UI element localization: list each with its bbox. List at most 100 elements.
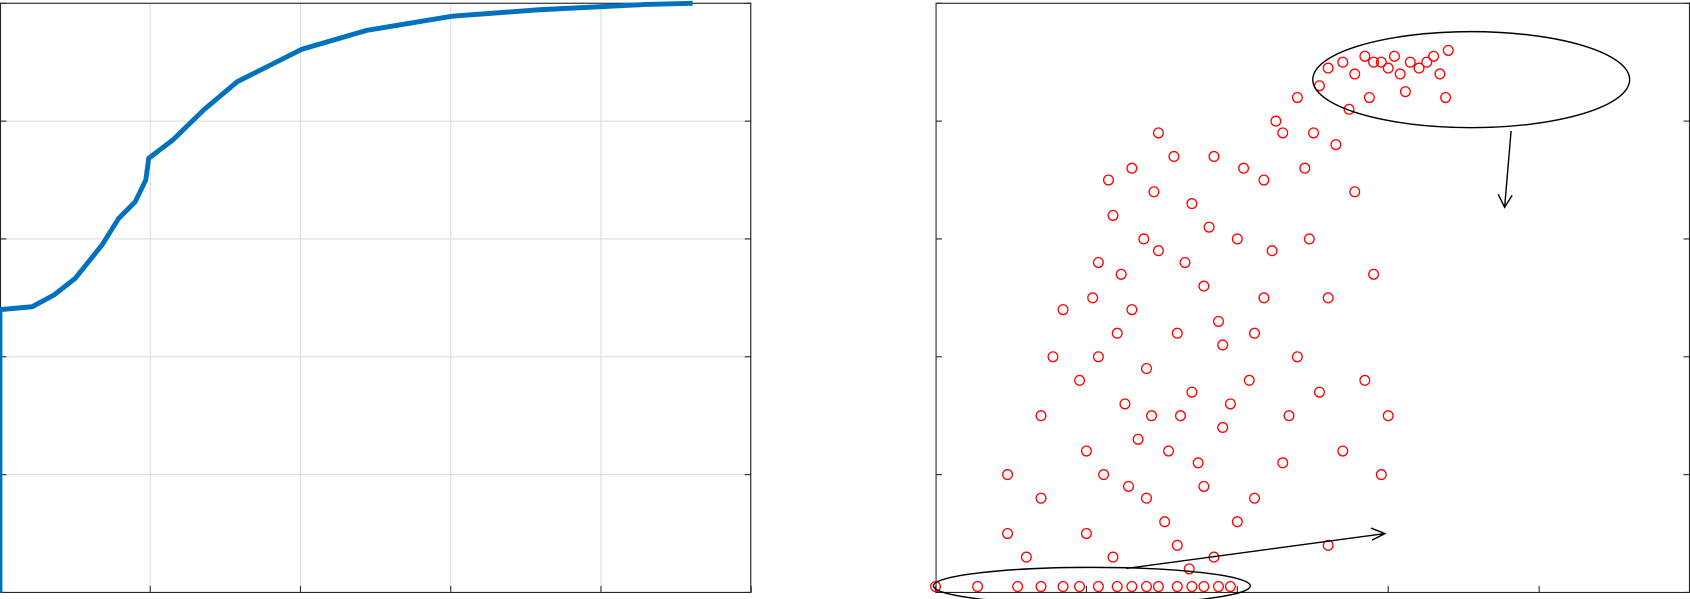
scatter-point xyxy=(1020,551,1032,563)
scatter-point xyxy=(1107,551,1119,563)
scatter-point xyxy=(1212,315,1224,327)
scatter-point xyxy=(1074,374,1086,386)
scatter-point xyxy=(1322,539,1334,551)
scatter-point xyxy=(1283,410,1295,422)
scatter-point xyxy=(1349,68,1361,80)
scatter-point xyxy=(1428,50,1440,62)
scatter-point xyxy=(1126,304,1138,316)
scatter-point xyxy=(1146,410,1158,422)
scatter-point xyxy=(1126,162,1138,174)
scatter-point xyxy=(1098,469,1110,481)
scatter-point xyxy=(1303,233,1315,245)
scatter-point xyxy=(1404,56,1416,68)
scatter-point xyxy=(1368,268,1380,280)
scatter-point xyxy=(1322,292,1334,304)
scatter-point xyxy=(1291,91,1303,104)
scatter-point xyxy=(1132,433,1144,445)
scatter-point xyxy=(1140,363,1152,375)
scatter-point xyxy=(1299,162,1311,174)
scatter-point xyxy=(1171,539,1183,551)
arrow xyxy=(1503,130,1512,208)
scatter-point xyxy=(1330,139,1342,151)
scatter-point xyxy=(1277,127,1289,139)
scatter-point xyxy=(1126,580,1138,593)
scatter-point xyxy=(1359,50,1371,62)
scatter-point xyxy=(972,580,984,593)
scatter-point xyxy=(1291,351,1303,363)
scatter-point xyxy=(1238,162,1250,174)
scatter-point xyxy=(1119,398,1131,410)
scatter-point xyxy=(1092,351,1104,363)
scatter-point xyxy=(1140,580,1152,593)
scatter-point xyxy=(1035,410,1047,422)
scatter-point xyxy=(1212,580,1224,593)
arrow xyxy=(1126,532,1386,570)
scatter-point xyxy=(1198,280,1210,292)
scatter-point xyxy=(1308,127,1320,139)
scatter-point xyxy=(1174,410,1186,422)
scatter-point xyxy=(1399,86,1411,98)
scatter-point xyxy=(1224,580,1236,593)
scatter-point xyxy=(1111,580,1123,593)
scatter-point xyxy=(1382,410,1394,422)
data-line xyxy=(0,0,693,593)
scatter-point xyxy=(930,580,942,593)
scatter-point xyxy=(1074,580,1086,593)
scatter-point xyxy=(1152,127,1164,139)
scatter-point xyxy=(1080,445,1092,457)
scatter-point xyxy=(1012,580,1024,593)
scatter-point xyxy=(1368,56,1380,68)
scatter-point xyxy=(1080,527,1092,540)
scatter-point xyxy=(1171,327,1183,339)
scatter-point xyxy=(1002,469,1014,481)
scatter-point xyxy=(1266,245,1278,257)
axes-box xyxy=(935,2,1690,593)
scatter-point xyxy=(1179,256,1191,269)
scatter-point xyxy=(1047,351,1059,363)
scatter-point xyxy=(1349,186,1361,198)
scatter-point xyxy=(1249,492,1261,504)
scatter-point xyxy=(1337,56,1349,68)
scatter-point xyxy=(1140,492,1152,504)
scatter-point xyxy=(1442,44,1454,56)
scatter-point xyxy=(1322,62,1334,74)
scatter-point xyxy=(1057,304,1069,316)
scatter-point xyxy=(1382,62,1394,74)
scatter-point xyxy=(1258,174,1270,186)
scatter-point xyxy=(1413,62,1425,74)
scatter-point xyxy=(1243,374,1255,386)
scatter-point xyxy=(1434,68,1446,80)
scatter-point xyxy=(1159,516,1171,528)
scatter-point xyxy=(1270,115,1282,127)
scatter-point xyxy=(1035,580,1047,593)
scatter-point xyxy=(1394,68,1406,80)
scatter-point xyxy=(1102,174,1114,186)
scatter-point xyxy=(1217,339,1229,351)
scatter-point xyxy=(1002,527,1014,540)
axes-box xyxy=(0,2,752,593)
scatter-point xyxy=(1249,327,1261,339)
scatter-point xyxy=(1337,445,1349,457)
scatter-point xyxy=(1092,580,1104,593)
scatter-point xyxy=(1186,580,1198,593)
highlight-ellipse xyxy=(1312,30,1631,129)
scatter-point xyxy=(1421,56,1433,68)
scatter-point xyxy=(1183,563,1195,575)
scatter-point xyxy=(1111,327,1123,339)
scatter-point xyxy=(1168,150,1180,163)
scatter-point xyxy=(1035,492,1047,504)
scatter-point xyxy=(1171,580,1183,593)
scatter-point xyxy=(1107,209,1119,221)
scatter-point xyxy=(1258,292,1270,304)
scatter-point xyxy=(1152,580,1164,593)
scatter-point xyxy=(1057,580,1069,593)
scatter-point xyxy=(1375,469,1387,481)
arrow-head xyxy=(1370,527,1387,541)
scatter-point xyxy=(1375,56,1387,68)
scatter-point xyxy=(1313,386,1325,398)
scatter-point xyxy=(1217,421,1229,434)
scatter-point xyxy=(1224,398,1236,410)
scatter-point xyxy=(1122,480,1134,492)
